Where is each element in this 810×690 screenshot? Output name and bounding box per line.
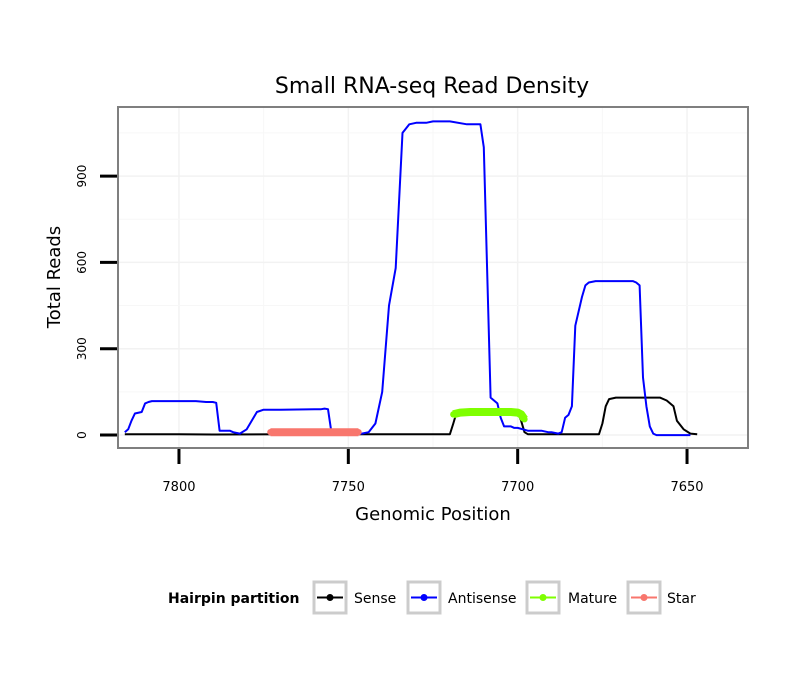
y-tick-label: 0 (75, 431, 89, 439)
legend-label: Antisense (448, 591, 517, 607)
legend-label: Sense (354, 591, 396, 607)
legend-item-sense: Sense (312, 580, 396, 615)
series-mature-point (497, 408, 504, 416)
x-tick-label: 7750 (332, 480, 365, 495)
legend-item-mature: Mature (525, 580, 617, 615)
grid-lines (118, 107, 748, 448)
y-tick-label: 600 (75, 251, 89, 274)
x-tick-label: 7650 (670, 480, 703, 495)
series-star-point (345, 428, 352, 436)
series-star-point (267, 428, 274, 436)
legend-label: Star (667, 591, 696, 607)
legend: Hairpin partition Sense Antisense Mature St… (168, 580, 696, 615)
series-layer (124, 120, 698, 437)
legend-key-point (420, 594, 428, 601)
legend-item-star: Star (626, 580, 696, 615)
series-mature-point (477, 408, 484, 416)
y-tick-label: 900 (75, 165, 89, 188)
legend-key-point (326, 594, 334, 601)
legend-item-antisense: Antisense (406, 580, 517, 615)
y-tick-label: 300 (75, 337, 89, 360)
series-mature-point (507, 408, 515, 416)
x-axis: 7800 7750 7700 7650 (162, 449, 704, 495)
legend-key-point (640, 594, 648, 601)
legend-title: Hairpin partition (168, 591, 299, 607)
x-tick-label: 7800 (162, 480, 195, 495)
series-sense-line (124, 396, 698, 436)
series-mature-point (517, 411, 525, 418)
x-axis-title: Genomic Position (355, 504, 511, 525)
series-mature-point (467, 408, 474, 416)
series-star-point (355, 428, 362, 436)
chart-title: Small RNA-seq Read Density (275, 74, 589, 99)
series-mature-point (450, 411, 457, 418)
series-mature-point (456, 409, 464, 416)
series-mature-point (487, 408, 494, 416)
series-antisense-line (124, 120, 691, 437)
series-star-point (324, 428, 332, 436)
series-star-point (297, 428, 305, 436)
plot-panel-border (117, 106, 749, 449)
series-mature-point (521, 416, 528, 423)
x-tick-label: 7700 (501, 480, 534, 495)
y-axis: 0 300 600 900 (75, 165, 117, 439)
y-axis-title: Total Reads (44, 226, 65, 329)
legend-label: Mature (568, 591, 617, 607)
legend-key-point (539, 594, 547, 601)
